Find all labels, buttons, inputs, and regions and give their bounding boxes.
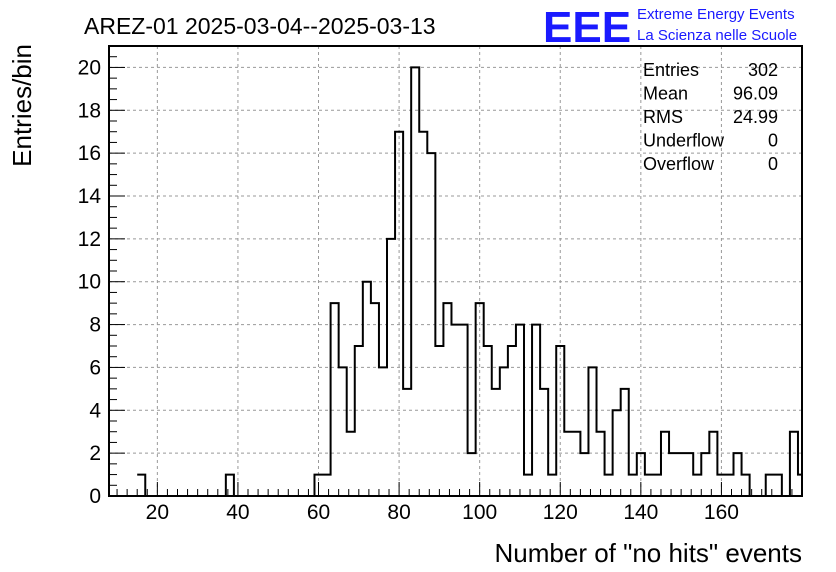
logo-line-1: Extreme Energy Events: [637, 6, 795, 23]
tick-labels: 20 40 60 80 100 120 140 160 0 2 4 6 8 10 12 14 16 18 20: [78, 56, 739, 524]
x-tick-label: 40: [226, 501, 249, 524]
stats-label: Mean: [643, 84, 688, 104]
stats-value: 0: [768, 154, 778, 174]
y-tick-label: 20: [78, 56, 101, 79]
y-tick-label: 10: [78, 271, 101, 294]
plot-frame: [108, 45, 803, 497]
y-axis-title: Entries/bin: [7, 44, 37, 167]
stats-label: Underflow: [643, 131, 725, 151]
x-axis-title: Number of "no hits" events: [495, 538, 803, 568]
x-tick-label: 20: [146, 501, 169, 524]
stats-value: 302: [748, 60, 778, 80]
stats-label: RMS: [643, 107, 683, 127]
stats-value: 96.09: [733, 84, 778, 104]
stats-label: Entries: [643, 60, 699, 80]
stats-value: 24.99: [733, 107, 778, 127]
x-tick-label: 160: [704, 501, 739, 524]
y-tick-label: 16: [78, 142, 101, 165]
y-tick-label: 8: [89, 314, 101, 337]
y-tick-label: 6: [89, 356, 101, 379]
axis-ticks: [109, 45, 803, 497]
y-tick-label: 2: [89, 442, 101, 465]
y-tick-label: 18: [78, 99, 101, 122]
logo-mark: EEE: [543, 3, 631, 52]
x-tick-label: 120: [543, 501, 578, 524]
stats-label: Overflow: [643, 154, 715, 174]
stats-box: Entries 302 Mean 96.09 RMS 24.99 Underflow 0 Ove…: [643, 60, 778, 174]
chart-title: AREZ-01 2025-03-04--2025-03-13: [84, 13, 436, 39]
x-tick-label: 140: [623, 501, 658, 524]
logo-line-2: La Scienza nelle Scuole: [637, 27, 797, 44]
x-tick-label: 100: [462, 501, 497, 524]
y-tick-label: 14: [78, 185, 102, 208]
eee-logo: EEE Extreme Energy Events La Scienza nel…: [543, 3, 797, 52]
y-tick-label: 12: [78, 228, 101, 251]
grid-lines: [109, 46, 802, 496]
x-tick-label: 60: [307, 501, 330, 524]
stats-value: 0: [768, 131, 778, 151]
x-tick-label: 80: [387, 501, 410, 524]
y-tick-label: 4: [89, 399, 101, 422]
y-tick-label: 0: [89, 485, 101, 508]
